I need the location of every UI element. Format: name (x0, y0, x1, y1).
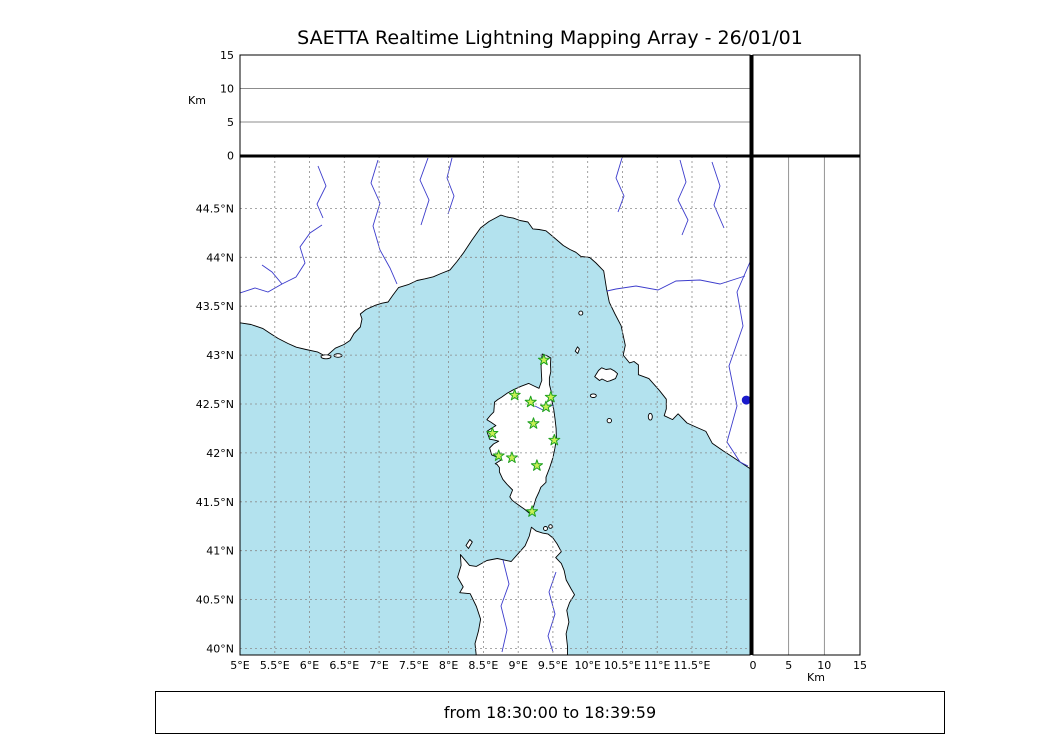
lat-tick-label: 41°N (206, 545, 234, 558)
lon-tick-label: 9.5°E (538, 659, 568, 672)
river-arno (606, 275, 746, 292)
coastline-corsica (486, 353, 557, 514)
river-scrivia (446, 157, 455, 215)
station-star (540, 400, 552, 413)
station-star (526, 505, 539, 517)
panel-borders (239, 54, 861, 656)
alt-lat-tick-label: 15 (853, 659, 867, 672)
status-text: from 18:30:00 to 18:39:59 (443, 703, 657, 722)
alt-lon-tick-label: 0 (227, 150, 234, 163)
data-point (741, 395, 750, 405)
alt-lat-tick-label: 0 (750, 659, 757, 672)
rivers (240, 157, 750, 653)
island-elba (594, 367, 619, 382)
island-capraia (574, 346, 580, 354)
figure-title: SAETTA Realtime Lightning Mapping Array … (297, 27, 803, 49)
station-star (527, 417, 540, 429)
lon-tick-label: 9°E (508, 659, 527, 672)
island-montecristo (606, 417, 612, 424)
lat-tick-label: 43.5°N (196, 300, 234, 313)
station-star (505, 451, 518, 463)
river-taro (615, 157, 625, 213)
river-tanaro (419, 157, 430, 226)
alt-axis-unit-label-top: Km (188, 94, 206, 107)
station-markers (486, 353, 561, 517)
island-asinara (465, 539, 473, 549)
alt-lon-tick-label: 10 (220, 83, 234, 96)
river-var (370, 159, 398, 285)
lat-tick-label: 43°N (206, 349, 234, 362)
altitude-panel-gridlines (240, 88, 825, 655)
station-star (537, 353, 550, 366)
lat-tick-label: 44°N (206, 251, 234, 264)
river-coghinas (500, 559, 510, 653)
lon-tick-label: 10.5°E (604, 659, 641, 672)
axis-labels: 44.5°N 44°N 43.5°N 43°N 42.5°N 42°N 41.5°N 41°N… (188, 49, 867, 684)
lon-tick-label: 5.5°E (260, 659, 290, 672)
alt-lat-panel-border (752, 155, 861, 656)
lon-tick-label: 5°E (230, 659, 249, 672)
island-gorgona (578, 310, 584, 316)
land-masses (240, 156, 750, 655)
station-star (492, 449, 505, 461)
lon-tick-label: 11°E (644, 659, 670, 672)
lon-tick-label: 10°E (574, 659, 600, 672)
lon-tick-label: 11.5°E (674, 659, 711, 672)
river-durance (240, 224, 323, 294)
status-bar: from 18:30:00 to 18:39:59 (155, 691, 945, 734)
island-maddalena (543, 526, 548, 531)
station-star (524, 395, 537, 408)
alt-lat-tick-label: 5 (785, 659, 792, 672)
lon-tick-label: 8.5°E (468, 659, 498, 672)
island-pianosa (589, 393, 597, 398)
lat-tick-label: 42.5°N (196, 398, 234, 411)
lon-tick-label: 6°E (300, 659, 319, 672)
river-ubaye (316, 165, 327, 219)
lat-tick-label: 42°N (206, 447, 234, 460)
lat-tick-label: 44.5°N (196, 202, 234, 215)
alt-lat-tick-label: 10 (817, 659, 831, 672)
graticule (240, 156, 750, 655)
alt-histogram-panel-border (752, 54, 861, 157)
island-caprera (548, 524, 553, 529)
alt-axis-unit-label-right: Km (807, 671, 825, 684)
station-star (508, 388, 521, 401)
alt-lon-tick-label: 5 (227, 116, 234, 129)
station-star (486, 427, 499, 439)
island-giglio (647, 412, 653, 421)
data-point-layer (741, 395, 750, 405)
station-star (548, 433, 561, 446)
lat-tick-label: 41.5°N (196, 496, 234, 509)
alt-lon-tick-label: 15 (220, 49, 234, 62)
lat-tick-label: 40°N (206, 643, 234, 656)
river-tirso (547, 571, 557, 653)
station-star (530, 459, 543, 471)
lon-tick-label: 7°E (369, 659, 388, 672)
lon-tick-label: 7.5°E (399, 659, 429, 672)
lat-tick-label: 40.5°N (196, 594, 234, 607)
river-durance-tributary (261, 264, 283, 285)
map-panel (240, 156, 750, 655)
river-reno (711, 161, 725, 229)
station-star (544, 390, 557, 403)
coastline-france-italy-mainland (240, 156, 750, 470)
river-secchia (677, 159, 689, 236)
river-tiber (726, 261, 750, 467)
lon-tick-label: 8°E (439, 659, 458, 672)
lon-tick-label: 6.5°E (329, 659, 359, 672)
alt-lon-panel-border (239, 54, 751, 157)
